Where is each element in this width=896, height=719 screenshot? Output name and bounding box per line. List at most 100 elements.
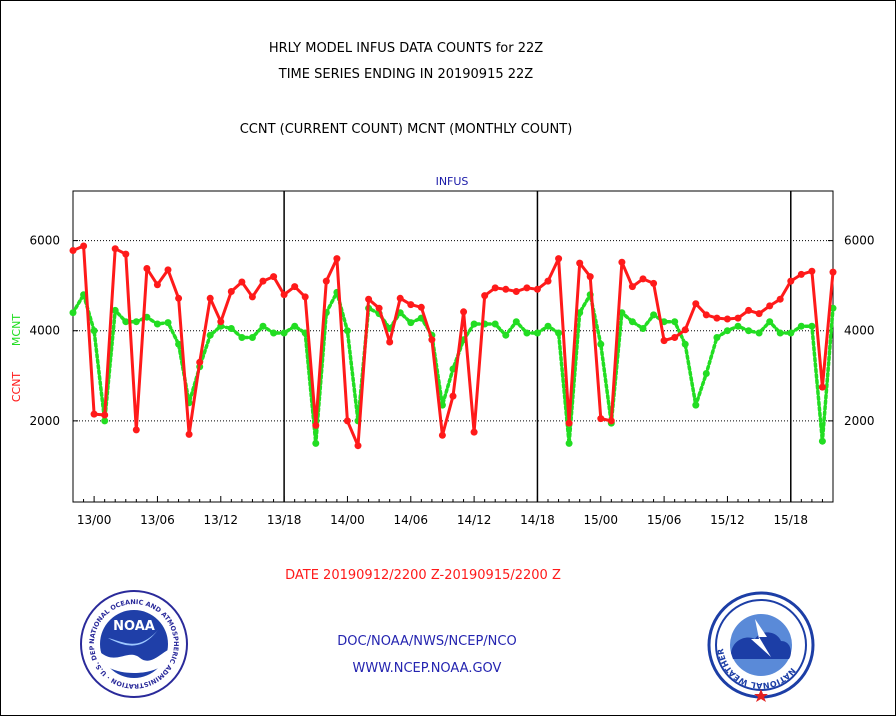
x-tick-label: 13/12 xyxy=(203,513,238,527)
chart-description: CCNT (CURRENT COUNT) MCNT (MONTHLY COUNT… xyxy=(240,122,573,137)
data-point-mcnt xyxy=(270,329,278,337)
data-point-ccnt xyxy=(270,273,278,281)
data-point-mcnt xyxy=(723,327,731,335)
chart-title: HRLY MODEL INFUS DATA COUNTS for 22Z xyxy=(269,41,543,56)
data-point-ccnt xyxy=(185,430,193,438)
data-point-ccnt xyxy=(301,293,309,301)
data-point-mcnt xyxy=(407,319,415,327)
data-point-mcnt xyxy=(502,331,510,339)
data-point-ccnt xyxy=(407,301,415,309)
data-point-ccnt xyxy=(481,292,489,300)
data-point-ccnt xyxy=(470,428,478,436)
data-point-mcnt xyxy=(280,329,288,337)
data-point-mcnt xyxy=(343,327,351,335)
data-point-ccnt xyxy=(375,304,383,312)
data-point-ccnt xyxy=(386,338,394,346)
series-line-ccnt xyxy=(71,244,835,448)
data-point-mcnt xyxy=(618,309,626,317)
data-point-mcnt xyxy=(776,329,784,337)
data-point-mcnt xyxy=(111,306,119,314)
data-point-mcnt xyxy=(681,340,689,348)
data-point-mcnt xyxy=(470,320,478,328)
data-point-ccnt xyxy=(460,308,468,316)
data-point-mcnt xyxy=(248,334,256,341)
data-point-ccnt xyxy=(312,421,320,429)
data-point-mcnt xyxy=(597,340,605,348)
data-point-ccnt xyxy=(153,281,161,289)
data-point-ccnt xyxy=(597,415,605,423)
data-point-ccnt xyxy=(734,314,742,322)
x-tick-label: 13/00 xyxy=(77,513,112,527)
data-point-ccnt xyxy=(618,258,626,266)
data-point-ccnt xyxy=(111,245,119,253)
data-point-ccnt xyxy=(143,265,151,272)
data-point-ccnt xyxy=(713,314,721,322)
data-point-ccnt xyxy=(702,311,710,319)
data-point-ccnt xyxy=(417,303,425,311)
data-point-mcnt xyxy=(90,327,98,335)
x-tick-label: 15/00 xyxy=(583,513,618,527)
data-point-ccnt xyxy=(217,318,225,326)
data-point-mcnt xyxy=(491,320,499,328)
chart-subtitle: TIME SERIES ENDING IN 20190915 22Z xyxy=(278,67,534,82)
data-point-ccnt xyxy=(776,295,784,303)
data-point-mcnt xyxy=(227,325,235,332)
data-point-ccnt xyxy=(681,326,689,334)
data-point-ccnt xyxy=(787,277,795,285)
data-point-mcnt xyxy=(766,318,774,326)
data-point-ccnt xyxy=(766,302,774,310)
data-point-mcnt xyxy=(132,318,140,326)
data-point-ccnt xyxy=(502,285,510,293)
x-ticks: 13/00 13/06 13/12 13/18 14/00 14/06 14/12 14/18… xyxy=(72,496,834,527)
data-point-ccnt xyxy=(396,294,404,302)
x-tick-label: 14/06 xyxy=(393,513,428,527)
data-point-ccnt xyxy=(829,268,837,276)
data-point-mcnt xyxy=(818,437,826,445)
x-axis-label: DATE 20190912/2200 Z-20190915/2200 Z xyxy=(285,568,561,583)
data-point-mcnt xyxy=(312,439,320,447)
data-point-ccnt xyxy=(280,291,288,299)
data-point-ccnt xyxy=(671,334,679,341)
data-point-ccnt xyxy=(90,410,98,418)
data-point-ccnt xyxy=(692,300,700,308)
data-point-mcnt xyxy=(650,311,658,319)
day-boundary-lines xyxy=(283,191,792,502)
data-point-ccnt xyxy=(544,277,552,285)
panel-label: INFUS xyxy=(436,175,469,188)
data-point-mcnt xyxy=(533,329,541,337)
y-tick-label: 2000 xyxy=(29,414,60,428)
y-tick-label: 4000 xyxy=(29,324,60,338)
data-point-ccnt xyxy=(808,267,816,275)
data-point-ccnt xyxy=(797,270,805,278)
data-point-mcnt xyxy=(555,329,563,337)
data-point-ccnt xyxy=(565,419,573,427)
data-point-mcnt xyxy=(291,322,299,330)
data-point-mcnt xyxy=(523,329,531,337)
data-point-ccnt xyxy=(354,442,362,450)
data-point-ccnt xyxy=(533,285,541,293)
noaa-logo-text: NOAA xyxy=(113,619,155,634)
footer-org: DOC/NOAA/NWS/NCEP/NCO xyxy=(337,634,516,649)
data-point-mcnt xyxy=(164,319,172,327)
data-point-ccnt xyxy=(227,288,235,295)
data-point-ccnt xyxy=(164,266,172,274)
y-ticks: 2000 2000 4000 4000 6000 6000 xyxy=(29,234,874,428)
data-point-ccnt xyxy=(660,337,668,345)
ylabel-mcnt: MCNT xyxy=(10,314,23,346)
footer-url: WWW.NCEP.NOAA.GOV xyxy=(353,661,502,676)
data-point-mcnt xyxy=(544,322,552,330)
data-point-ccnt xyxy=(132,426,140,434)
x-tick-label: 15/18 xyxy=(773,513,808,527)
data-point-mcnt xyxy=(122,318,130,326)
data-point-ccnt xyxy=(259,277,267,285)
data-point-mcnt xyxy=(755,329,763,337)
data-point-ccnt xyxy=(628,283,636,291)
data-point-mcnt xyxy=(639,325,647,332)
data-point-ccnt xyxy=(291,283,299,291)
data-point-ccnt xyxy=(438,431,446,439)
data-point-mcnt xyxy=(69,309,77,317)
x-tick-label: 14/12 xyxy=(457,513,492,527)
data-point-mcnt xyxy=(787,329,795,337)
data-point-ccnt xyxy=(101,411,109,419)
